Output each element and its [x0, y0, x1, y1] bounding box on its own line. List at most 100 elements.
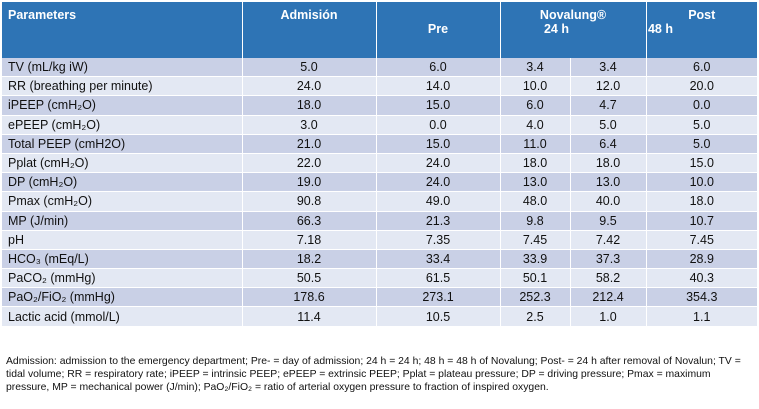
table-header: Parameters Admisión Pre Novalung® 24 h 4…: [2, 2, 757, 58]
table-row: Pmax (cmH₂O) 90.8 49.0 48.0 40.0 18.0: [2, 191, 757, 212]
cell-pre: 15.0: [376, 95, 501, 116]
table-row: TV (mL/kg iW) 5.0 6.0 3.4 3.4 6.0: [2, 58, 757, 78]
cell-48h: 6.4: [570, 134, 647, 154]
cell-admision: 19.0: [242, 172, 377, 193]
cell-48h: 58.2: [570, 268, 647, 289]
cell-24h: 2.5: [500, 306, 571, 327]
cell-post: 1.1: [646, 306, 757, 327]
cell-post: 6.0: [646, 58, 757, 78]
cell-48h: 13.0: [570, 172, 647, 193]
row-label: RR (breathing per minute): [2, 76, 243, 97]
cell-admision: 18.2: [242, 249, 377, 270]
cell-24h: 10.0: [500, 76, 571, 97]
cell-post: 40.3: [646, 268, 757, 289]
cell-admision: 24.0: [242, 76, 377, 97]
table-row: iPEEP (cmH₂O) 18.0 15.0 6.0 4.7 0.0: [2, 95, 757, 116]
cell-pre: 24.0: [376, 153, 501, 174]
table-footnote: Admission: admission to the emergency de…: [6, 356, 741, 394]
cell-admision: 18.0: [242, 95, 377, 116]
cell-admision: 5.0: [242, 58, 377, 78]
cell-post: 10.7: [646, 211, 757, 231]
cell-24h: 18.0: [500, 153, 571, 174]
cell-pre: 33.4: [376, 249, 501, 270]
cell-pre: 0.0: [376, 115, 501, 135]
cell-post: 20.0: [646, 76, 757, 97]
table-row: Lactic acid (mmol/L) 11.4 10.5 2.5 1.0 1.1: [2, 306, 757, 327]
header-24h: 24 h: [543, 22, 569, 36]
row-label: Pmax (cmH₂O): [2, 191, 243, 212]
cell-24h: 6.0: [500, 95, 571, 116]
row-label: PaCO₂ (mmHg): [2, 268, 243, 289]
cell-48h: 1.0: [570, 306, 647, 327]
cell-48h: 40.0: [570, 191, 647, 212]
table-row: HCO₃ (mEq/L) 18.2 33.4 33.9 37.3 28.9: [2, 249, 757, 270]
table-row: PaO₂/FiO₂ (mmHg) 178.6 273.1 252.3 212.4 354.…: [2, 287, 757, 308]
table-row: PaCO₂ (mmHg) 50.5 61.5 50.1 58.2 40.3: [2, 268, 757, 289]
row-label: Lactic acid (mmol/L): [2, 306, 243, 327]
cell-48h: 37.3: [570, 249, 647, 270]
header-parameters: Parameters: [2, 2, 243, 58]
cell-admision: 11.4: [242, 306, 377, 327]
cell-24h: 33.9: [500, 249, 571, 270]
cell-48h: 7.42: [570, 230, 647, 250]
header-novalung: Novalung®: [539, 8, 607, 22]
cell-post: 15.0: [646, 153, 757, 174]
cell-24h: 252.3: [500, 287, 571, 308]
cell-pre: 61.5: [376, 268, 501, 289]
cell-24h: 7.45: [500, 230, 571, 250]
cell-post: 5.0: [646, 134, 757, 154]
table-row: Pplat (cmH₂O) 22.0 24.0 18.0 18.0 15.0: [2, 153, 757, 174]
cell-48h: 12.0: [570, 76, 647, 97]
table-row: RR (breathing per minute) 24.0 14.0 10.0 12.…: [2, 76, 757, 97]
cell-pre: 7.35: [376, 230, 501, 250]
row-label: PaO₂/FiO₂ (mmHg): [2, 287, 243, 308]
header-48h: 48 h: [647, 22, 673, 36]
header-novalung-group: Novalung® 24 h 48 h: [500, 2, 673, 58]
row-label: ePEEP (cmH₂O): [2, 115, 243, 135]
cell-admision: 90.8: [242, 191, 377, 212]
table-row: DP (cmH₂O) 19.0 24.0 13.0 13.0 10.0: [2, 172, 757, 193]
cell-pre: 6.0: [376, 58, 501, 78]
cell-pre: 24.0: [376, 172, 501, 193]
table-row: ePEEP (cmH₂O) 3.0 0.0 4.0 5.0 5.0: [2, 115, 757, 135]
cell-48h: 18.0: [570, 153, 647, 174]
cell-pre: 14.0: [376, 76, 501, 97]
table-row: Total PEEP (cmH2O) 21.0 15.0 11.0 6.4 5.0: [2, 134, 757, 154]
cell-admision: 50.5: [242, 268, 377, 289]
cell-48h: 212.4: [570, 287, 647, 308]
cell-24h: 50.1: [500, 268, 571, 289]
cell-admision: 3.0: [242, 115, 377, 135]
cell-48h: 3.4: [570, 58, 647, 78]
table-row: MP (J/min) 66.3 21.3 9.8 9.5 10.7: [2, 211, 757, 231]
table-body: TV (mL/kg iW) 5.0 6.0 3.4 3.4 6.0 RR (breathin…: [2, 58, 757, 327]
table-row: pH 7.18 7.35 7.45 7.42 7.45: [2, 230, 757, 250]
cell-48h: 4.7: [570, 95, 647, 116]
cell-pre: 273.1: [376, 287, 501, 308]
row-label: pH: [2, 230, 243, 250]
cell-post: 7.45: [646, 230, 757, 250]
row-label: iPEEP (cmH₂O): [2, 95, 243, 116]
cell-24h: 9.8: [500, 211, 571, 231]
header-post: Post: [646, 2, 757, 58]
header-admision: Admisión: [242, 2, 377, 58]
cell-admision: 178.6: [242, 287, 377, 308]
cell-24h: 13.0: [500, 172, 571, 193]
cell-admision: 66.3: [242, 211, 377, 231]
row-label: TV (mL/kg iW): [2, 58, 243, 78]
cell-24h: 48.0: [500, 191, 571, 212]
cell-admision: 22.0: [242, 153, 377, 174]
row-label: Total PEEP (cmH2O): [2, 134, 243, 154]
cell-24h: 11.0: [500, 134, 571, 154]
cell-pre: 21.3: [376, 211, 501, 231]
cell-post: 354.3: [646, 287, 757, 308]
cell-post: 18.0: [646, 191, 757, 212]
cell-post: 28.9: [646, 249, 757, 270]
cell-48h: 9.5: [570, 211, 647, 231]
cell-48h: 5.0: [570, 115, 647, 135]
cell-admision: 21.0: [242, 134, 377, 154]
cell-admision: 7.18: [242, 230, 377, 250]
cell-pre: 10.5: [376, 306, 501, 327]
parameters-table: Parameters Admisión Pre Novalung® 24 h 4…: [2, 2, 757, 327]
cell-24h: 4.0: [500, 115, 571, 135]
cell-post: 5.0: [646, 115, 757, 135]
